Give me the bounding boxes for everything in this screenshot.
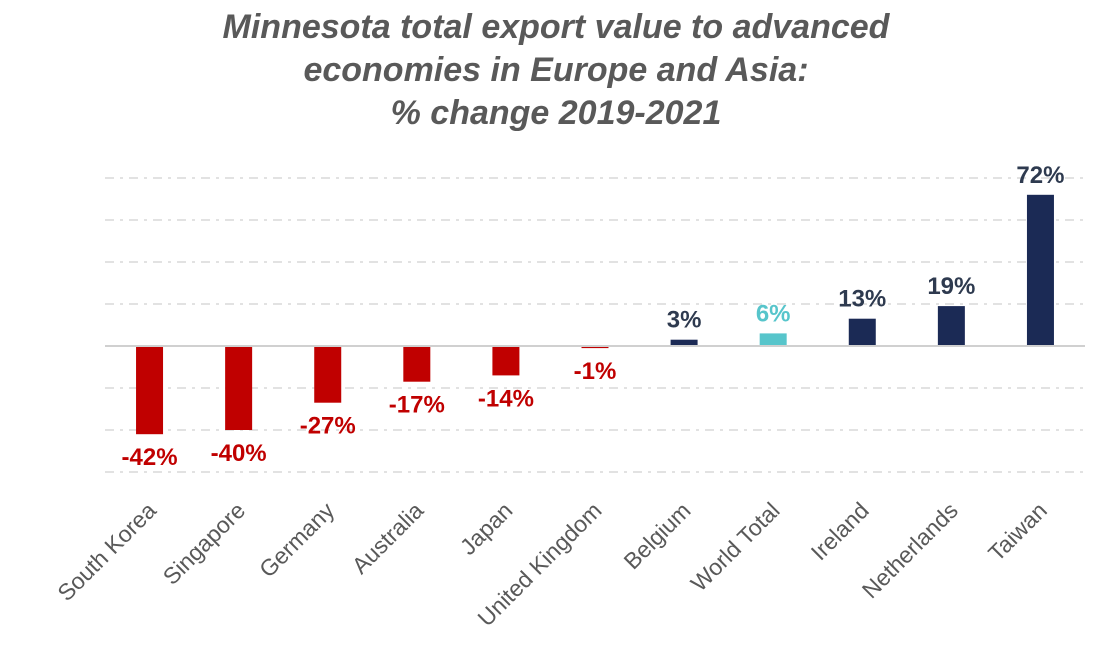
bar — [670, 339, 698, 346]
bar — [581, 346, 609, 349]
data-label: -1% — [574, 358, 617, 385]
bar — [937, 306, 965, 346]
x-tick-label: Singapore — [158, 497, 251, 590]
x-tick-label: World Total — [686, 497, 785, 596]
bar — [492, 346, 520, 376]
data-label: -42% — [122, 444, 178, 471]
data-label: -17% — [389, 392, 445, 419]
data-label: 3% — [667, 307, 702, 334]
x-tick-label: Taiwan — [983, 497, 1052, 566]
bar — [136, 346, 164, 435]
x-tick-label: Germany — [254, 497, 340, 583]
chart-title-line: economies in Europe and Asia: — [303, 51, 809, 89]
x-tick-label: Ireland — [806, 497, 874, 565]
bar — [1026, 194, 1054, 346]
bar — [759, 333, 787, 346]
chart-title: Minnesota total export value to advanced… — [0, 6, 1112, 135]
data-label: 6% — [756, 300, 791, 327]
data-label: -27% — [300, 413, 356, 440]
bar — [225, 346, 253, 430]
data-label: 19% — [927, 273, 975, 300]
data-label: -40% — [211, 440, 267, 467]
data-label: 72% — [1016, 162, 1064, 189]
x-tick-label: Australia — [347, 497, 429, 579]
x-tick-label: Belgium — [618, 497, 695, 574]
x-tick-label: Netherlands — [857, 497, 963, 603]
bar — [848, 318, 876, 346]
bar — [403, 346, 431, 382]
x-tick-label: South Korea — [52, 497, 161, 606]
chart-title-line: % change 2019-2021 — [390, 94, 722, 132]
chart-title-line: Minnesota total export value to advanced — [222, 8, 890, 46]
data-label: 13% — [838, 286, 886, 313]
data-label: -14% — [478, 385, 534, 412]
x-tick-label: Japan — [455, 497, 518, 560]
bar — [314, 346, 342, 403]
